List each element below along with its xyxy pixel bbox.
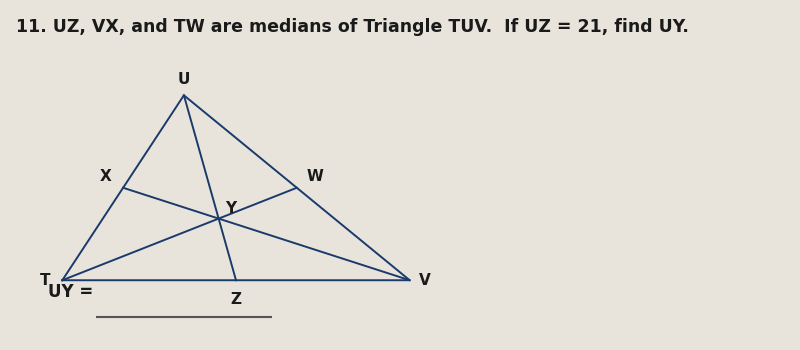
Text: W: W: [306, 169, 323, 184]
Text: X: X: [100, 169, 111, 184]
Text: UY =: UY =: [48, 283, 94, 301]
Text: T: T: [40, 273, 50, 288]
Text: V: V: [419, 273, 430, 288]
Text: 11. UZ, VX, and TW are medians of Triangle TUV.  If UZ = 21, find UY.: 11. UZ, VX, and TW are medians of Triang…: [16, 18, 689, 35]
Text: Z: Z: [230, 292, 242, 307]
Text: Y: Y: [226, 201, 237, 216]
Text: U: U: [178, 72, 190, 87]
